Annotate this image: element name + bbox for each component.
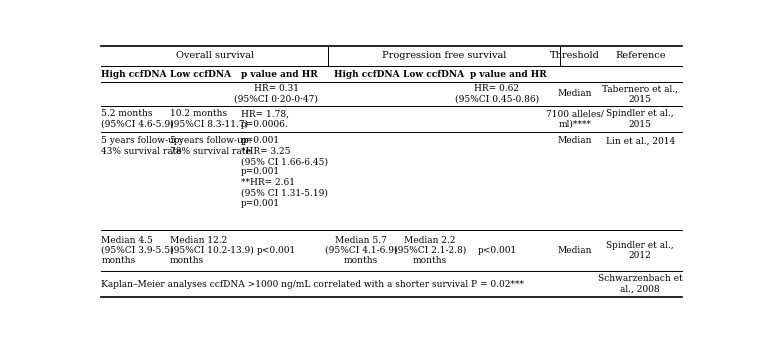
Text: HR= 0.62
(95%CI 0.45-0.86): HR= 0.62 (95%CI 0.45-0.86)	[455, 84, 539, 104]
Text: Median 12.2
(95%CI 10.2-13.9)
months: Median 12.2 (95%CI 10.2-13.9) months	[170, 236, 253, 265]
Text: Median: Median	[558, 90, 592, 98]
Text: Lin et al., 2014: Lin et al., 2014	[606, 136, 675, 145]
Text: HR= 0.31
(95%CI 0·20-0·47): HR= 0.31 (95%CI 0·20-0·47)	[234, 84, 318, 104]
Text: HR= 1.78,
p=0.0006.: HR= 1.78, p=0.0006.	[241, 109, 289, 129]
Text: p<0.001: p<0.001	[478, 246, 516, 255]
Text: Progression free survival: Progression free survival	[382, 51, 507, 60]
Text: Spindler et al.,
2015: Spindler et al., 2015	[607, 109, 674, 129]
Text: p value and HR: p value and HR	[241, 70, 317, 79]
Text: Threshold: Threshold	[550, 51, 600, 60]
Text: Reference: Reference	[615, 51, 665, 60]
Text: p=0.001
*HR= 3.25
(95% CI 1.66-6.45)
p=0.001
**HR= 2.61
(95% CI 1.31-5.19)
p=0.0: p=0.001 *HR= 3.25 (95% CI 1.66-6.45) p=0…	[241, 136, 328, 208]
Text: High ccfDNA: High ccfDNA	[102, 70, 167, 79]
Text: Median 2.2
(95%CI 2.1-2.8)
months: Median 2.2 (95%CI 2.1-2.8) months	[394, 236, 466, 265]
Text: Median 5.7
(95%CI 4.1-6.9)
months: Median 5.7 (95%CI 4.1-6.9) months	[325, 236, 397, 265]
Text: 5 years follow-up:
78% survival rate: 5 years follow-up: 78% survival rate	[170, 136, 251, 156]
Text: Low ccfDNA: Low ccfDNA	[403, 70, 465, 79]
Text: Median: Median	[558, 246, 592, 255]
Text: Median 4.5
(95%CI 3.9-5.5)
months: Median 4.5 (95%CI 3.9-5.5) months	[102, 236, 174, 265]
Text: 5 years follow-up:
43% survival rate: 5 years follow-up: 43% survival rate	[102, 136, 183, 156]
Text: Schwarzenbach et
al., 2008: Schwarzenbach et al., 2008	[598, 274, 682, 294]
Text: Tabernero et al.,
2015: Tabernero et al., 2015	[602, 84, 678, 104]
Text: p<0.001: p<0.001	[257, 246, 296, 255]
Text: 5.2 months
(95%CI 4.6-5.9): 5.2 months (95%CI 4.6-5.9)	[102, 109, 174, 129]
Text: p value and HR: p value and HR	[471, 70, 547, 79]
Text: Spindler et al.,
2012: Spindler et al., 2012	[607, 241, 674, 260]
Text: 7100 alleles/
ml)****: 7100 alleles/ ml)****	[546, 109, 604, 129]
Text: Overall survival: Overall survival	[176, 51, 254, 60]
Text: Kaplan–Meier analyses ccfDNA >1000 ng/mL correlated with a shorter survival P = : Kaplan–Meier analyses ccfDNA >1000 ng/mL…	[102, 280, 524, 289]
Text: Median: Median	[558, 136, 592, 145]
Text: Low ccfDNA: Low ccfDNA	[170, 70, 231, 79]
Text: 10.2 months
(95%CI 8.3-11.7): 10.2 months (95%CI 8.3-11.7)	[170, 109, 248, 129]
Text: High ccfDNA: High ccfDNA	[334, 70, 399, 79]
